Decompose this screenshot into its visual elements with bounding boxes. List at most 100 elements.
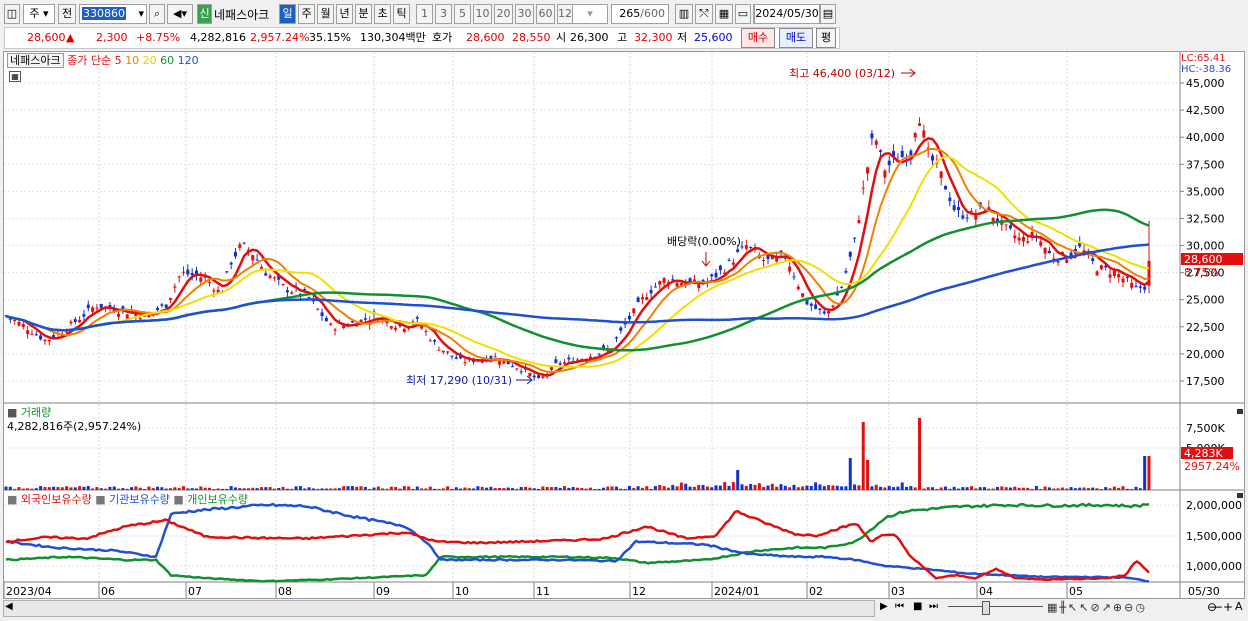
volume-bar [502, 488, 506, 490]
candle-body [1143, 286, 1147, 290]
candle-body [649, 290, 653, 294]
volume-bar [264, 487, 268, 490]
volume-bar [493, 488, 497, 490]
sell-button[interactable]: 매도 [779, 28, 813, 48]
candle-body [86, 304, 90, 308]
volume-bar [138, 487, 142, 490]
minus-icon[interactable]: − [1213, 600, 1224, 614]
search-icon[interactable]: ⌕ [149, 4, 165, 24]
prev-button[interactable]: 전 [58, 4, 76, 24]
candle-body [805, 300, 809, 305]
price-y-tick: 22,500 [1186, 321, 1225, 334]
count-input[interactable]: 265/600 [611, 4, 669, 24]
eval-button[interactable]: 평 [816, 28, 836, 48]
volume-bar [692, 486, 696, 490]
volume-bar [1008, 487, 1012, 490]
nav-last-icon[interactable]: ⏭ [929, 601, 938, 612]
interval-tab-30[interactable]: 30 [515, 4, 534, 24]
candle-body [909, 150, 913, 158]
high-annotation: 최고 46,400 (03/12) [789, 67, 895, 80]
table-icon[interactable]: ▦ [9, 71, 21, 82]
volume-bar [1134, 486, 1138, 490]
zoom-slider[interactable] [948, 606, 1043, 611]
font-size-icon[interactable]: A [1235, 600, 1243, 613]
zoom-thumb[interactable] [982, 601, 990, 615]
save-icon[interactable]: ▭ [735, 4, 751, 24]
x-axis-label: 07 [188, 585, 202, 598]
period-tab-2[interactable]: 월 [317, 4, 334, 24]
volume-title: ■ 거래량 [7, 406, 52, 419]
window-menu-icon[interactable]: ◫ [4, 4, 20, 24]
current-pct-tag: 8.75% [1184, 266, 1219, 279]
x-axis-end-label: 05/30 [1188, 585, 1220, 598]
count-dropdown[interactable]: ▾ [572, 4, 608, 24]
zoom-out-icon[interactable]: ⊖ [1207, 600, 1218, 614]
period-tab-1[interactable]: 주 [298, 4, 315, 24]
period-tab-4[interactable]: 분 [355, 4, 372, 24]
candle-body [459, 356, 463, 359]
period-select[interactable]: 주 ▾ [23, 4, 55, 24]
interval-tab-1[interactable]: 1 [416, 4, 433, 24]
nav-stop-icon[interactable]: ■ [913, 601, 923, 612]
date-field[interactable]: 2024/05/30 [754, 4, 820, 24]
scroll-right-icon[interactable]: ▶ [880, 601, 888, 612]
volume-bar [117, 488, 121, 490]
volume-bar [476, 486, 480, 490]
candle-body [537, 375, 541, 378]
interval-tab-20[interactable]: 20 [494, 4, 513, 24]
volume-bar [350, 486, 354, 490]
volume-bar [567, 487, 571, 490]
candle-type-icon[interactable]: ▥ [675, 4, 693, 24]
interval-tab-5[interactable]: 5 [454, 4, 471, 24]
nav-first-icon[interactable]: ⏮ [895, 601, 904, 612]
volume-bar [753, 484, 757, 490]
candle-body [718, 265, 722, 271]
buy-button[interactable]: 매수 [741, 28, 775, 48]
stock-code-input[interactable]: 330860 ▾ [79, 4, 147, 24]
volume-bar [1138, 488, 1142, 490]
candle-body [974, 213, 978, 220]
candle-body [679, 283, 683, 286]
volume-bar [415, 486, 419, 490]
sound-icon[interactable]: ◀▾ [167, 4, 193, 24]
volume-bar [718, 485, 722, 490]
volume-bar [814, 482, 818, 490]
interval-tab-10[interactable]: 10 [473, 4, 492, 24]
candle-body [588, 356, 592, 360]
price-y-tick: 45,000 [1186, 77, 1225, 90]
candle-body [965, 217, 969, 219]
hc-label: HC:-38.36 [1181, 64, 1232, 75]
volume-bar [242, 488, 246, 490]
volume-bar [918, 418, 922, 490]
ma-line-120 [5, 243, 1150, 332]
volume-bar [640, 487, 644, 490]
candle-body [285, 290, 289, 293]
calendar-icon[interactable]: ▤ [820, 4, 836, 24]
candle-body [944, 186, 948, 190]
chart-draw-icon[interactable]: ⤲ [695, 4, 713, 24]
period-tab-3[interactable]: 년 [336, 4, 353, 24]
view-tools[interactable]: ▦╫↖↖⊘↗⊕⊖◷ [1047, 601, 1147, 614]
volume-current-pct: 2957.24% [1184, 460, 1240, 473]
volume-bar [1086, 488, 1090, 490]
interval-tab-3[interactable]: 3 [435, 4, 452, 24]
interval-tab-60[interactable]: 60 [536, 4, 555, 24]
volume-bar [593, 488, 597, 490]
chart-tools-icon[interactable]: ▦ [715, 4, 733, 24]
volume-bar [34, 488, 38, 490]
volume-bar [1034, 486, 1038, 490]
volume-bar [229, 486, 233, 490]
scroll-left-icon[interactable]: ◀ [5, 601, 13, 612]
bottom-scrollbar[interactable] [3, 600, 875, 617]
period-tab-5[interactable]: 초 [374, 4, 391, 24]
plus-icon[interactable]: + [1223, 600, 1234, 614]
chart-area[interactable]: 45,000 42,500 40,000 37,500 35,000 32,500 30,0… [3, 51, 1245, 599]
candle-body [736, 249, 740, 252]
candle-body [316, 308, 320, 310]
code-dropdown-icon[interactable]: ▾ [138, 7, 144, 20]
period-tab-6[interactable]: 틱 [393, 4, 410, 24]
chart-canvas[interactable]: 45,000 42,500 40,000 37,500 35,000 32,500 30,0… [4, 52, 1244, 598]
volume-bar [290, 488, 294, 490]
candle-body [866, 167, 870, 174]
period-tab-0[interactable]: 일 [279, 4, 296, 24]
